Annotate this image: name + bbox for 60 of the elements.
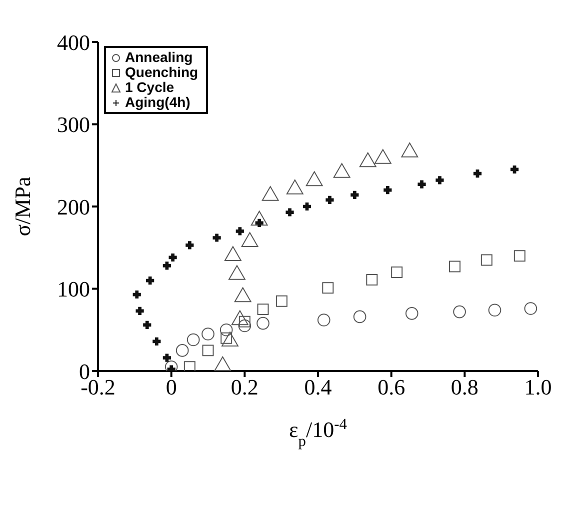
point [302,202,312,211]
x-tick-label: 0.6 [378,374,406,400]
y-tick-label: 200 [57,194,90,220]
point [350,190,359,200]
point [473,170,482,178]
point [384,186,392,194]
point [220,323,233,336]
y-axis-title: σ/MPa [10,176,35,236]
legend-label: Quenching [125,64,198,80]
point [136,306,144,316]
point [322,282,334,294]
point [143,320,152,329]
point [212,234,221,242]
point [353,310,366,324]
point [176,344,189,357]
point [488,304,502,317]
x-tick-label: 0 [166,374,177,400]
point [436,176,444,184]
y-tick-label: 400 [57,30,90,55]
point [524,302,538,315]
point [453,305,466,318]
point [418,180,426,188]
point [286,208,294,216]
point [449,260,461,272]
point [186,241,194,250]
point [162,262,171,270]
point [257,304,269,316]
point [186,333,200,346]
point [162,354,171,362]
point [326,196,334,204]
x-tick-label: 0.2 [230,374,258,400]
point [391,266,403,278]
x-axis-title: ε$_{p}$/10$^{-4}$ [289,416,348,450]
point [202,328,214,340]
legend-label: Aging(4h) [125,94,190,110]
point [168,253,177,262]
point [152,337,161,346]
point [236,227,244,236]
point [480,254,492,266]
x-tick-label: 0.4 [304,374,332,400]
point [255,218,264,227]
point [146,276,154,285]
point [184,361,196,371]
point [256,316,270,330]
x-tick-label: 1.0 [524,374,552,400]
point [317,314,330,326]
legend-label: Annealing [125,49,193,65]
point [510,165,519,174]
point [366,274,378,286]
point [514,250,526,262]
legend-label: 1 Cycle [125,79,174,95]
y-tick-label: 100 [57,276,90,302]
point [276,295,288,307]
point [238,319,252,332]
point [164,360,178,371]
point [405,307,418,320]
point [132,290,141,299]
x-tick-label: 0.8 [450,374,478,400]
y-tick-label: 300 [57,112,90,138]
point [202,344,214,356]
